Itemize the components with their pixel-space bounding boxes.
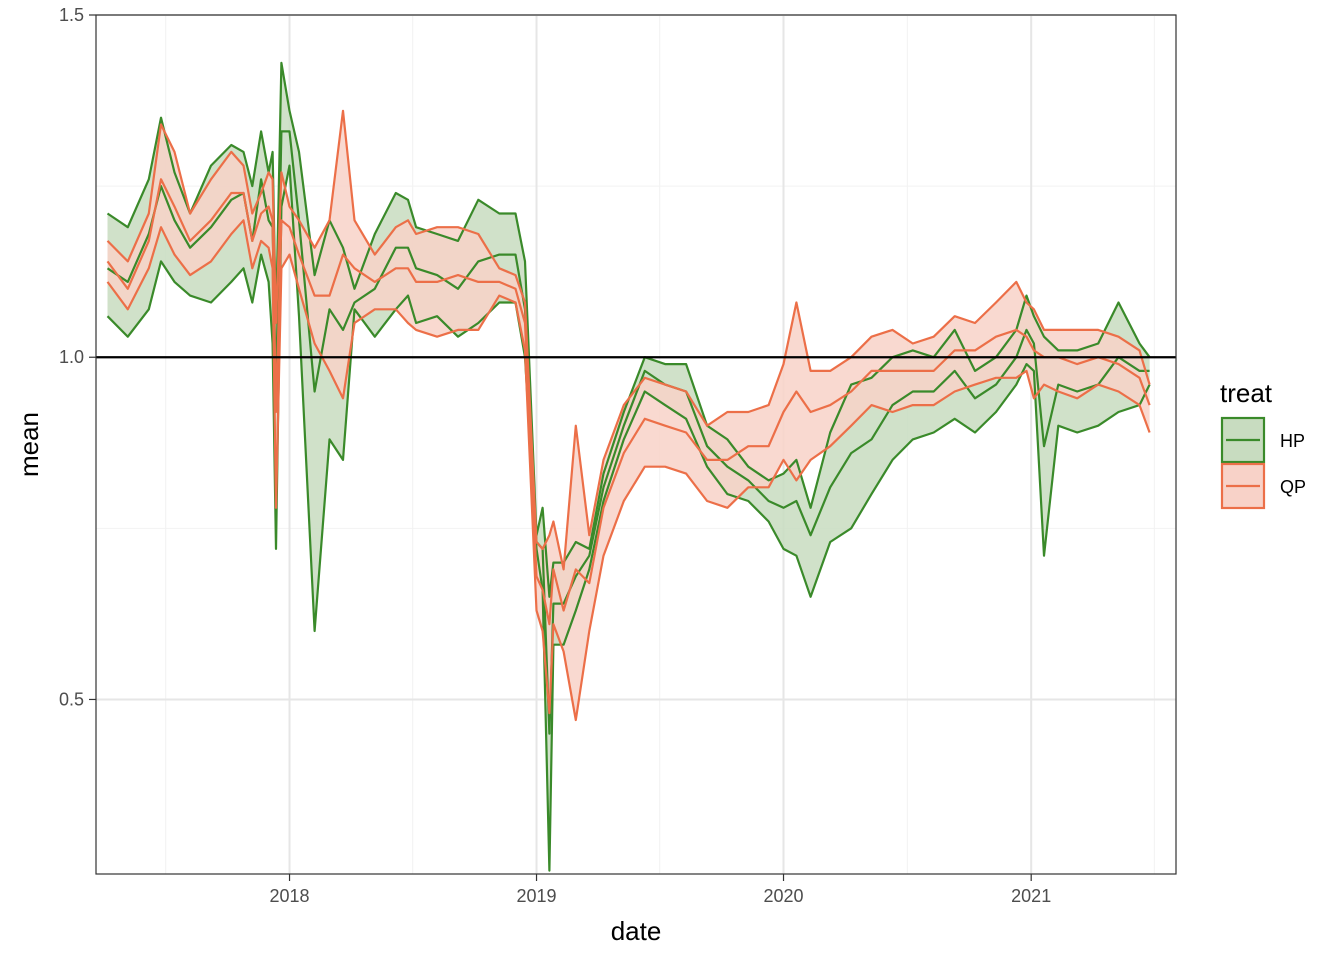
series-lines <box>106 61 1151 872</box>
legend-items: HP QP <box>1220 416 1306 510</box>
legend: treat HP QP <box>1220 378 1306 510</box>
y-axis-title: mean <box>14 412 44 477</box>
legend-key-hp: HP <box>1220 416 1305 464</box>
x-axis: 2018 2019 2020 2021 <box>270 874 1051 906</box>
y-tick-label: 1.5 <box>59 5 84 25</box>
y-axis: 0.5 1.0 1.5 <box>59 5 96 709</box>
series-line-qp-upper <box>106 109 1151 571</box>
x-tick-label: 2018 <box>270 886 310 906</box>
legend-label: HP <box>1280 431 1305 451</box>
series-line-hp-lower <box>106 164 1151 872</box>
x-tick-label: 2020 <box>763 886 803 906</box>
panel-border <box>95 14 1177 875</box>
series-line-hp-mean <box>106 130 1150 735</box>
legend-label: QP <box>1280 477 1306 497</box>
x-tick-label: 2019 <box>517 886 557 906</box>
series-line-qp-lower <box>106 219 1151 722</box>
x-tick-label: 2021 <box>1011 886 1051 906</box>
legend-title: treat <box>1220 378 1273 408</box>
series-line-qp-mean <box>106 178 1151 626</box>
x-axis-title: date <box>611 916 662 946</box>
legend-key-qp: QP <box>1220 462 1306 510</box>
y-tick-label: 0.5 <box>59 689 84 709</box>
y-tick-label: 1.0 <box>59 347 84 367</box>
